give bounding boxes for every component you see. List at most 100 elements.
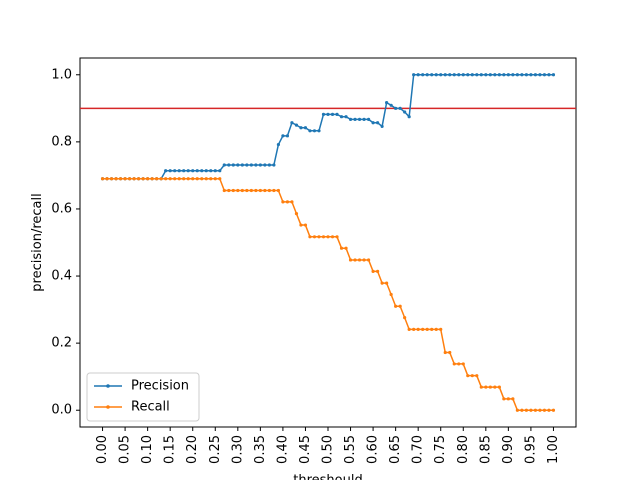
recall-point: [150, 177, 154, 181]
precision-point: [425, 73, 429, 77]
precision-point: [303, 126, 308, 130]
precision-point: [231, 163, 235, 167]
recall-point: [547, 408, 551, 412]
recall-point: [335, 235, 339, 239]
recall-point: [263, 188, 267, 193]
x-axis: 0.00 0.05 0.10 0.15 0.20 0.25 0.30 0.35 0.40 0.45…: [95, 427, 561, 464]
x-tick-label: 0.85: [478, 435, 493, 464]
precision-point: [213, 169, 217, 173]
x-tick-label: 0.60: [366, 435, 381, 464]
y-axis: 0.0 0.2 0.4 0.6 0.8 1.0: [51, 67, 80, 418]
recall-point: [168, 177, 172, 181]
precision-point: [502, 73, 506, 77]
precision-point: [389, 103, 393, 107]
precision-point: [457, 73, 461, 77]
precision-point: [448, 73, 452, 77]
plot-area: [79, 57, 577, 428]
recall-point: [511, 397, 515, 401]
recall-point: [488, 385, 492, 389]
precision-point: [209, 169, 213, 173]
recall-point: [380, 281, 384, 285]
recall-point: [403, 316, 407, 320]
precision-point: [236, 163, 240, 167]
y-tick-label: 0.0: [51, 403, 72, 418]
recall-point: [109, 177, 114, 181]
legend-marker: [106, 405, 110, 409]
recall-point: [357, 258, 362, 262]
precision-point: [416, 73, 420, 77]
recall-point: [497, 385, 501, 389]
recall-point: [457, 362, 461, 366]
y-axis-label: precision/recall: [30, 193, 45, 291]
precision-point: [520, 73, 524, 77]
recall-point: [448, 350, 452, 355]
recall-point: [520, 408, 524, 412]
precision-point: [348, 117, 353, 121]
x-tick-label: 0.20: [185, 435, 200, 464]
precision-point: [376, 121, 380, 125]
recall-point: [434, 327, 438, 331]
precision-point: [267, 163, 271, 167]
precision-point: [484, 73, 488, 77]
precision-point: [164, 169, 168, 173]
x-tick-label: 0.45: [298, 435, 313, 464]
recall-point: [218, 177, 222, 181]
precision-point: [168, 169, 172, 173]
recall-point: [538, 408, 542, 412]
precision-point: [330, 112, 335, 116]
recall-point: [231, 188, 235, 193]
recall-point: [141, 177, 145, 181]
recall-point: [272, 188, 276, 193]
recall-point: [204, 177, 208, 181]
precision-point: [475, 73, 479, 77]
x-tick-label: 0.30: [230, 435, 245, 464]
precision-point: [430, 73, 434, 77]
recall-point: [502, 397, 506, 401]
recall-point: [312, 235, 317, 239]
precision-point: [371, 121, 375, 125]
recall-point: [524, 408, 529, 412]
precision-point: [398, 106, 402, 110]
precision-point: [263, 163, 267, 167]
precision-point: [272, 163, 276, 167]
precision-point: [366, 117, 371, 121]
recall-point: [394, 304, 398, 308]
recall-point: [344, 246, 348, 250]
precision-point: [317, 129, 321, 133]
precision-point: [173, 169, 177, 173]
recall-point: [421, 327, 425, 331]
recall-point: [267, 188, 271, 193]
precision-point: [191, 169, 195, 173]
x-tick-label: 0.55: [343, 435, 358, 464]
precision-point: [497, 73, 501, 77]
recall-point: [155, 177, 159, 181]
recall-point: [209, 177, 213, 181]
precision-point: [308, 129, 312, 133]
recall-point: [506, 397, 510, 401]
recall-point: [430, 327, 434, 331]
recall-point: [317, 235, 321, 239]
recall-point: [236, 188, 240, 193]
precision-point: [515, 73, 519, 77]
recall-point: [100, 177, 105, 181]
precision-point: [524, 73, 529, 77]
recall-point: [191, 177, 195, 181]
x-tick-label: 0.70: [411, 435, 426, 464]
recall-point: [542, 408, 547, 412]
precision-point: [285, 134, 290, 138]
recall-point: [330, 235, 335, 239]
precision-point: [240, 163, 244, 167]
recall-point: [484, 385, 488, 389]
precision-point: [321, 112, 326, 116]
recall-point: [146, 177, 150, 181]
precision-point: [461, 73, 465, 77]
precision-point: [276, 142, 280, 147]
recall-point: [186, 177, 190, 181]
recall-point: [258, 188, 262, 193]
recall-point: [299, 223, 303, 227]
recall-point: [366, 258, 371, 262]
x-tick-label: 0.50: [321, 435, 336, 464]
recall-point: [348, 258, 353, 262]
recall-point: [128, 177, 132, 181]
